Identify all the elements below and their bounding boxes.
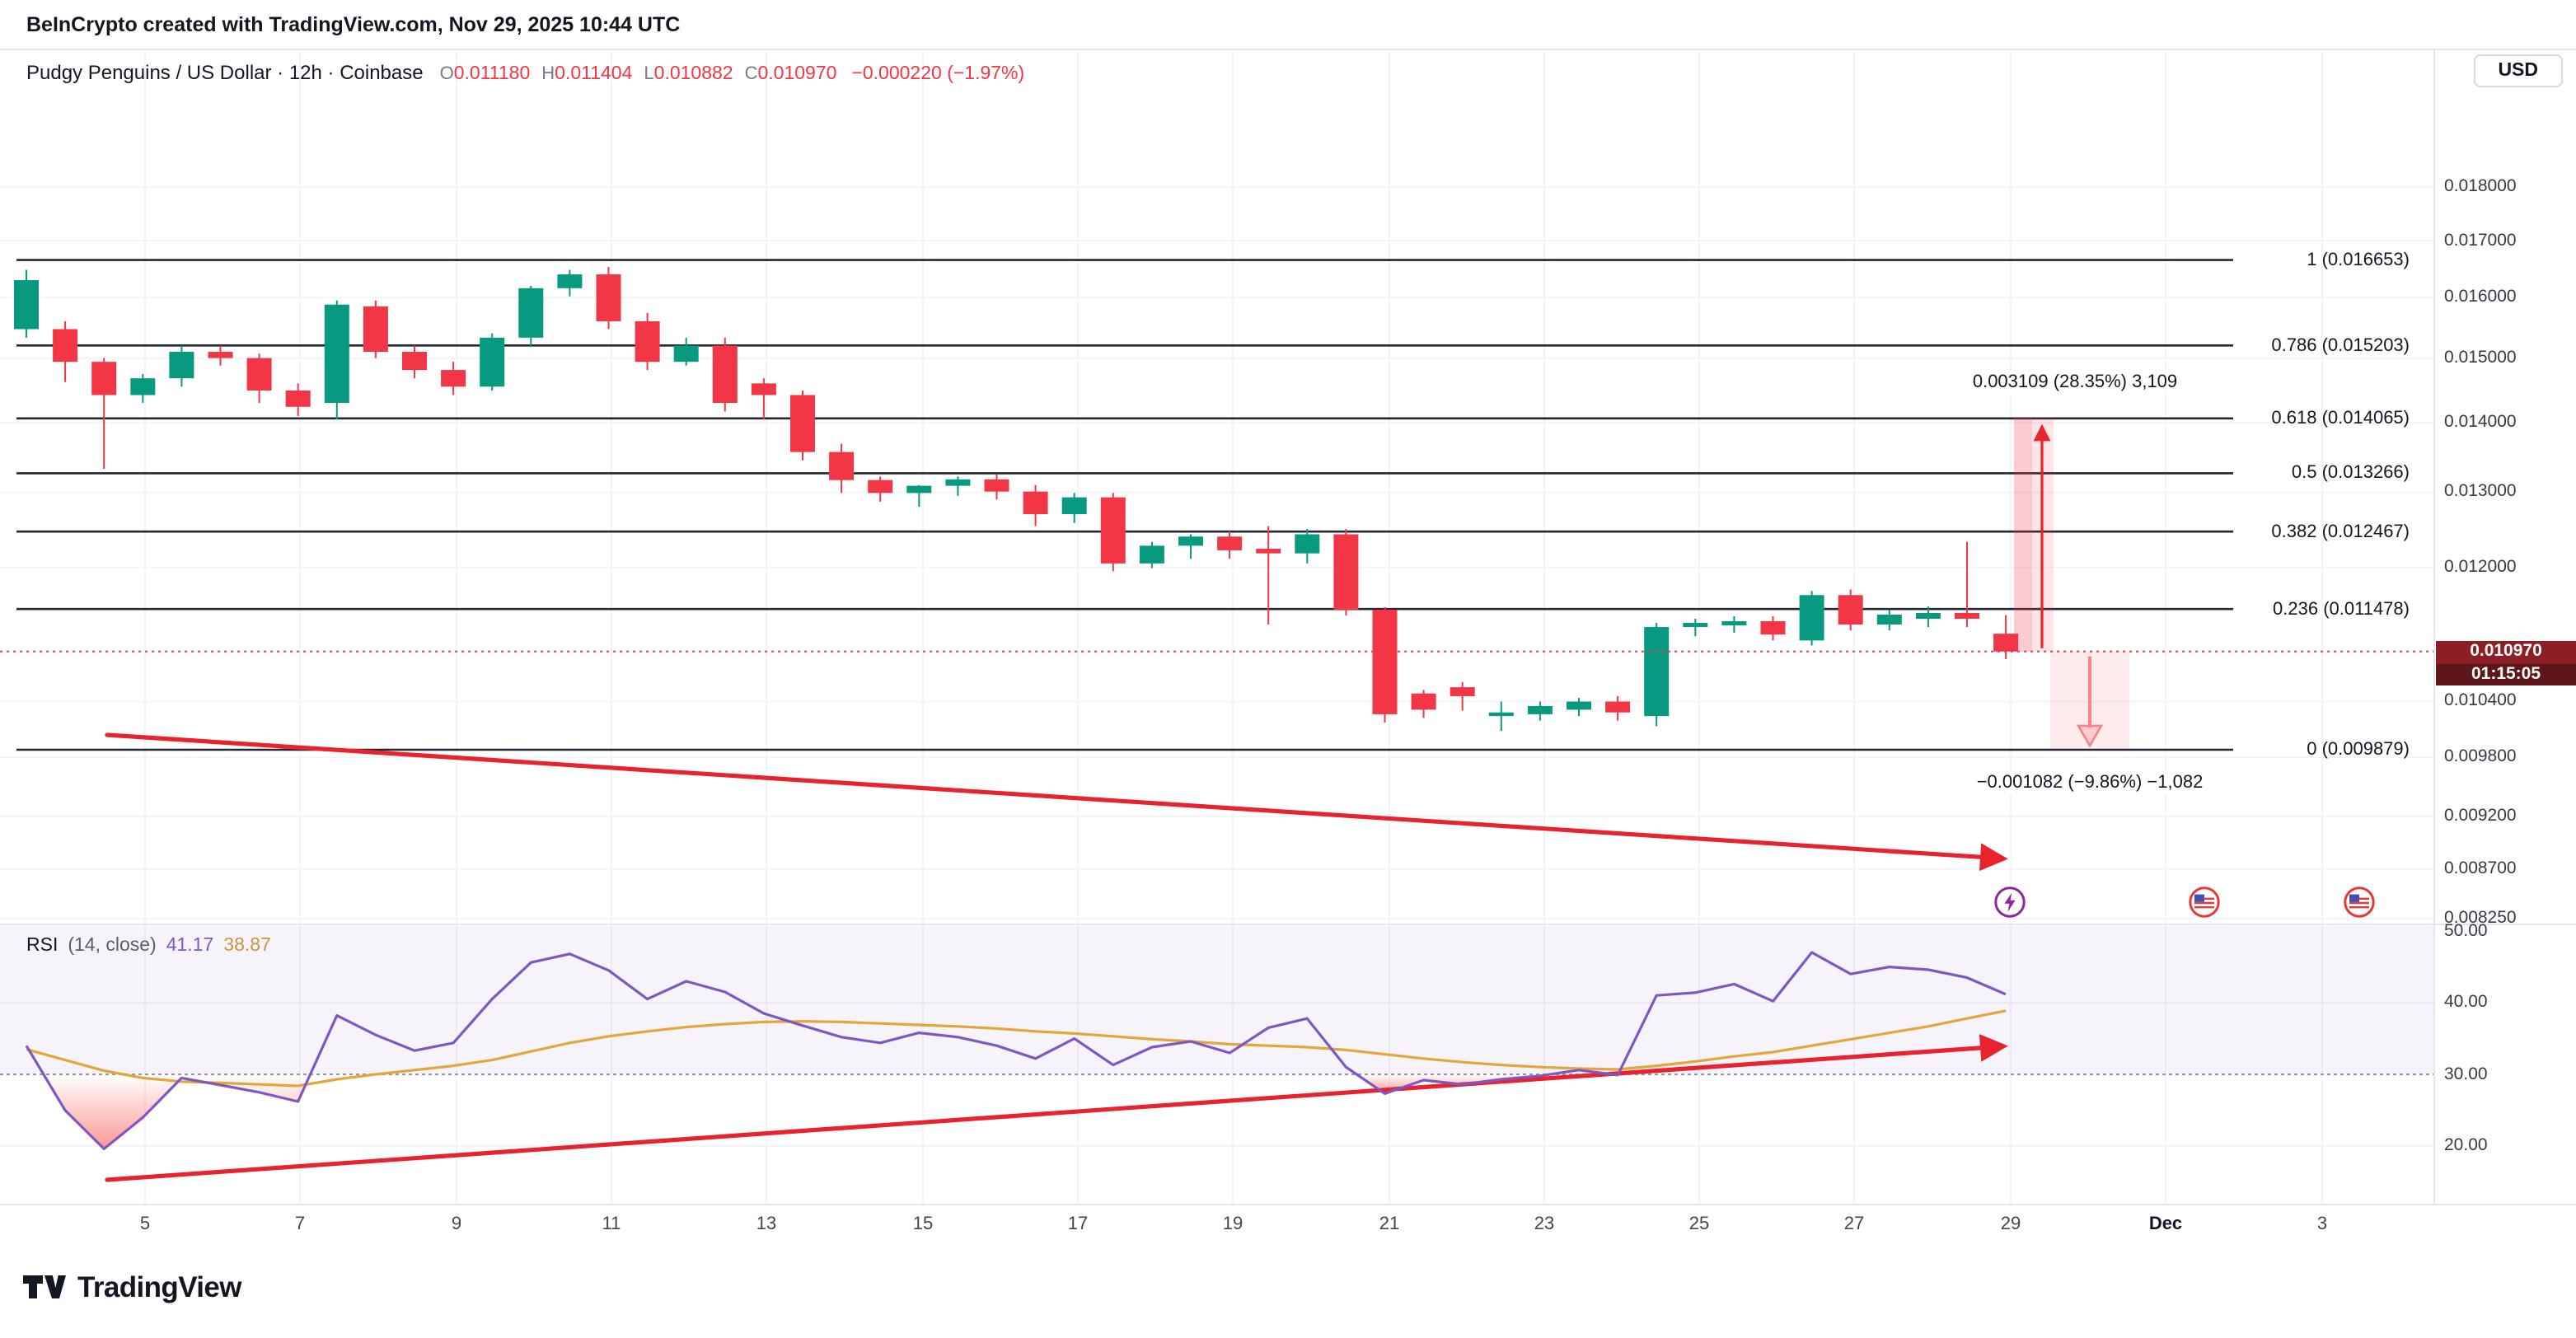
rsi-label: RSI (26, 936, 59, 956)
lightning-event-icon[interactable] (1993, 885, 2027, 919)
ohlc-close-key: C (744, 64, 758, 84)
economic-event-icon[interactable] (2342, 885, 2377, 919)
symbol-legend[interactable]: Pudgy Penguins / US Dollar · 12h · Coinb… (26, 61, 1024, 84)
tradingview-logo[interactable]: TradingView (23, 1269, 242, 1305)
downside-projection-label: −0.001082 (−9.86%) −1,082 (1969, 771, 2210, 794)
currency-toggle-usd[interactable]: USD (2473, 54, 2563, 87)
rsi-signal-value: 38.87 (223, 936, 271, 956)
price-scale[interactable] (2434, 49, 2576, 1205)
upside-projection-label: 0.003109 (28.35%) 3,109 (1965, 371, 2185, 394)
rsi-value: 41.17 (166, 936, 214, 956)
ohlc-high-key: H (541, 64, 555, 84)
ohlc-open-value: 0.011180 (453, 64, 531, 84)
ohlc-open-key: O (439, 64, 454, 84)
tradingview-wordmark: TradingView (77, 1270, 242, 1303)
ohlc-low-value: 0.010882 (653, 64, 733, 84)
economic-event-icon[interactable] (2187, 885, 2222, 919)
attribution-text: BeInCrypto created with TradingView.com,… (26, 13, 681, 36)
current-price-badge: 0.010970 01:15:05 (2436, 641, 2576, 685)
ohlc-close-value: 0.010970 (757, 64, 837, 84)
ohlc-high-value: 0.011404 (555, 64, 633, 84)
rsi-params: (14, close) (68, 936, 157, 956)
bar-countdown-label: 01:15:05 (2436, 663, 2576, 685)
rsi-legend[interactable]: RSI (14, close) 41.17 38.87 (26, 936, 271, 956)
current-price-label: 0.010970 (2436, 641, 2576, 663)
symbol-title: Pudgy Penguins / US Dollar · 12h · Coinb… (26, 61, 424, 84)
price-change-label: −0.000220 (−1.97%) (851, 64, 1025, 84)
time-scale[interactable] (0, 1205, 2576, 1247)
ohlc-low-key: L (644, 64, 654, 84)
tradingview-mark-icon (23, 1275, 66, 1298)
